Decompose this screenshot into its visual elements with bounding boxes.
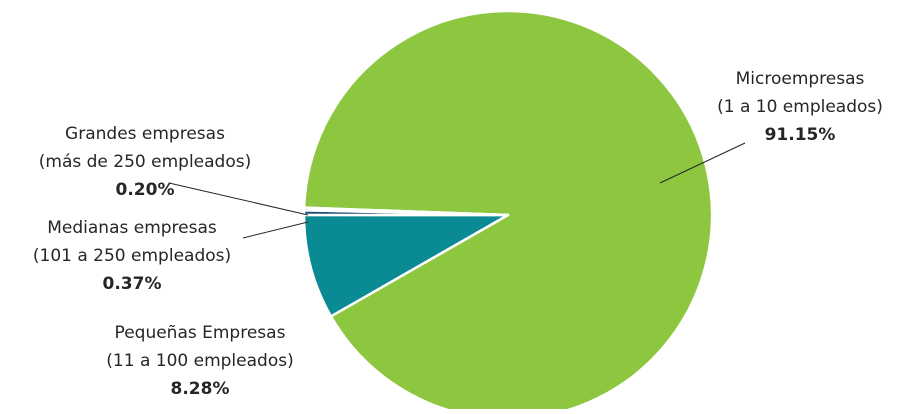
slice-label-sublabel: (1 a 10 empleados) bbox=[717, 97, 883, 117]
slice-label-value: 0.20% bbox=[116, 180, 175, 200]
slice-label-sublabel: (101 a 250 empleados) bbox=[33, 246, 231, 266]
pie-slice-pequenas-empresas bbox=[302, 213, 510, 318]
label-pequenas-empresas: Pequeñas Empresas (11 a 100 empleados) 8… bbox=[106, 323, 293, 399]
slice-label-value: 0.37% bbox=[103, 274, 162, 294]
leader-line-microempresas bbox=[659, 142, 746, 184]
label-microempresas: Microempresas (1 a 10 empleados) 91.15% bbox=[717, 69, 883, 145]
slice-label-name: Microempresas bbox=[736, 69, 865, 89]
pie-slice-microempresas bbox=[302, 9, 714, 414]
slice-label-sublabel: (más de 250 empleados) bbox=[39, 152, 251, 172]
slice-label-name: Medianas empresas bbox=[47, 218, 217, 238]
leader-line-medianas-empresas bbox=[242, 221, 309, 239]
leader-line-grandes-empresas bbox=[168, 182, 309, 216]
slice-label-name: Grandes empresas bbox=[65, 124, 225, 144]
leader-lines bbox=[168, 142, 746, 239]
pie-slice-grandes-empresas bbox=[302, 206, 510, 217]
slice-label-sublabel: (11 a 100 empleados) bbox=[106, 351, 293, 371]
slice-label-name: Pequeñas Empresas bbox=[115, 323, 286, 343]
label-grandes-empresas: Grandes empresas (más de 250 empleados) … bbox=[39, 124, 251, 200]
slice-label-value: 91.15% bbox=[765, 125, 836, 145]
pie-slices bbox=[302, 9, 714, 414]
slice-label-value: 8.28% bbox=[171, 379, 230, 399]
label-medianas-empresas: Medianas empresas (101 a 250 empleados) … bbox=[33, 218, 231, 294]
